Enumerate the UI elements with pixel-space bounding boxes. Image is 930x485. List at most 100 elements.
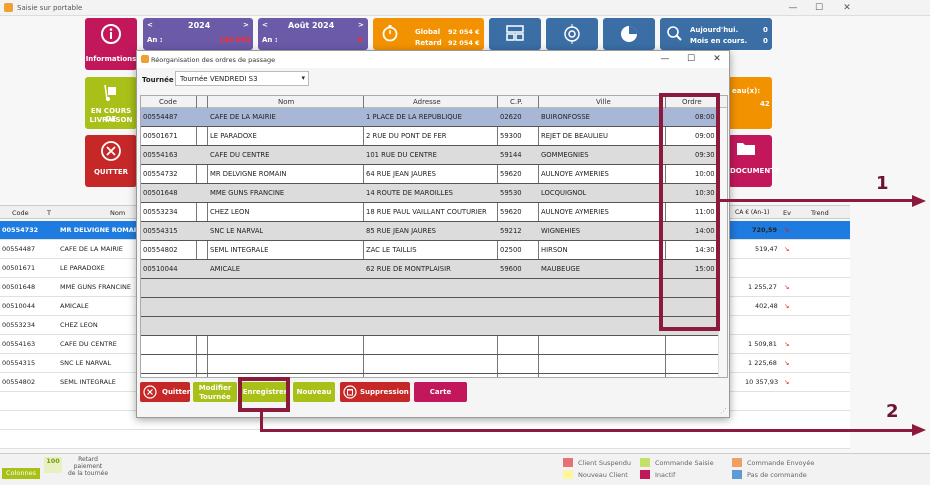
windows-icon xyxy=(506,25,524,41)
grid-row-empty xyxy=(141,336,719,355)
nouveau-button[interactable]: Nouveau xyxy=(293,382,335,402)
trash-icon xyxy=(343,385,357,399)
grid-header: Code Nom Adresse C.P. Ville Ordre xyxy=(141,96,727,108)
right-orange-value: 42 xyxy=(760,100,770,108)
informations-tile[interactable]: Informations xyxy=(85,18,137,70)
retard-value: 92 054 € xyxy=(448,39,480,47)
year-tile[interactable]: < 2024 > An : 146 092 xyxy=(143,18,253,50)
right-orange-tile[interactable]: eau(x): 42 xyxy=(728,77,772,129)
legend-saisie: Commande Saisie xyxy=(655,459,714,467)
nouveau-label: Nouveau xyxy=(296,388,332,396)
quitter-label: QUITTER xyxy=(93,168,129,176)
legend-inactif: Inactif xyxy=(655,471,676,479)
colonnes-button[interactable]: Colonnes xyxy=(2,468,40,479)
month-prev[interactable]: < xyxy=(262,21,268,29)
piechart-tile[interactable] xyxy=(603,18,655,50)
header-code[interactable]: Code xyxy=(159,98,177,106)
grid-row[interactable]: 00553234 CHEZ LEON 18 RUE PAUL VAILLANT CO… xyxy=(141,203,719,222)
enregistrer-button[interactable]: Enregistrer xyxy=(241,382,289,402)
trend-down-icon: ↘ xyxy=(784,245,790,253)
grid-row[interactable]: 00510044 AMICALE 62 RUE DE MONTPLAISIR 5960… xyxy=(141,260,719,279)
trend-down-icon: ↘ xyxy=(784,378,790,386)
global-tile[interactable]: Global 92 054 € Retard 92 054 € xyxy=(373,18,484,50)
global-label: Global xyxy=(415,28,441,36)
callout-line-2-vertical xyxy=(260,412,263,431)
retard-paiement-label[interactable]: Retard paiement de la tournée xyxy=(67,456,109,477)
trend-down-icon: ↘ xyxy=(784,340,790,348)
kpi-line1-value: 0 xyxy=(763,26,768,34)
year-next[interactable]: > xyxy=(243,21,249,29)
modifier-label-1: Modifier xyxy=(198,384,232,392)
legend-pas-commande: Pas de commande xyxy=(747,471,807,479)
header-cp[interactable]: C.P. xyxy=(510,98,523,106)
legend-color-pas-commande xyxy=(732,470,742,479)
legend-color-saisie xyxy=(640,458,650,467)
kpi-tile[interactable]: Aujourd'hui. 0 Mois en cours. 0 xyxy=(660,18,772,50)
maximize-button[interactable]: ☐ xyxy=(814,3,824,13)
quitter-tile[interactable]: QUITTER xyxy=(85,135,137,187)
close-button[interactable]: ✕ xyxy=(843,3,851,13)
documents-tile[interactable]: DOCUMENTS xyxy=(728,135,780,187)
suppression-button[interactable]: Suppression xyxy=(340,382,410,402)
grid-row[interactable]: 00501671 LE PARADOXE 2 RUE DU PONT DE FER 5… xyxy=(141,127,719,146)
grid-row-empty xyxy=(141,279,719,298)
ordre-column-highlight xyxy=(659,93,720,331)
legend-nouveau: Nouveau Client xyxy=(578,471,628,479)
folder-icon xyxy=(737,143,755,155)
resize-grip-icon[interactable]: ⋰ xyxy=(720,407,727,415)
header-adresse[interactable]: Adresse xyxy=(413,98,441,106)
grid-row[interactable]: 00554315 SNC LE NARVAL 85 RUE JEAN JAURES 5… xyxy=(141,222,719,241)
tournee-select[interactable]: Tournée VENDREDI S3 ▾ xyxy=(175,71,309,86)
tournee-value: Tournée VENDREDI S3 xyxy=(180,75,258,83)
carte-button[interactable]: Carte xyxy=(414,382,467,402)
grid-row[interactable]: 00554732 MR DELVIGNE ROMAIN 64 RUE JEAN JA… xyxy=(141,165,719,184)
month-an-label: An : xyxy=(262,36,278,44)
kpi-line2-label: Mois en cours. xyxy=(690,37,748,45)
grid-row[interactable]: 00554487 CAFE DE LA MAIRIE 1 PLACE DE LA R… xyxy=(141,108,719,127)
carte-label: Carte xyxy=(429,388,452,396)
dialog-app-icon xyxy=(141,55,149,63)
grid-row-empty xyxy=(141,317,719,336)
month-next[interactable]: > xyxy=(358,21,364,29)
header-nom[interactable]: Nom xyxy=(278,98,295,106)
bg-header-ev[interactable]: Ev xyxy=(783,209,791,217)
enregistrer-label: Enregistrer xyxy=(242,388,288,396)
bg-header-ca[interactable]: CA € (An-1) xyxy=(735,209,770,216)
dialog-close-button[interactable]: ✕ xyxy=(713,54,721,64)
grid-row[interactable]: 00554163 CAFE DU CENTRE 101 RUE DU CENTRE 5… xyxy=(141,146,719,165)
modifier-tournee-button[interactable]: Modifier Tournée xyxy=(193,382,237,402)
legend-suspendu: Client Suspendu xyxy=(578,459,632,467)
dialog-quitter-button[interactable]: Quitter xyxy=(140,382,190,402)
grid-row[interactable]: 00554802 SEML INTEGRALE ZAC LE TAILLIS 0250… xyxy=(141,241,719,260)
dialog-title: Réorganisation des ordres de passage xyxy=(151,56,276,64)
year-an-label: An : xyxy=(147,36,163,44)
year-prev[interactable]: < xyxy=(147,21,153,29)
target-tile[interactable] xyxy=(546,18,598,50)
right-orange-label: eau(x): xyxy=(732,87,761,95)
close-circle-icon xyxy=(143,385,157,399)
tournee-label: Tournée xyxy=(142,76,174,84)
pie-chart-icon xyxy=(621,26,637,42)
layout-tile[interactable] xyxy=(489,18,541,50)
legend-color-envoyee xyxy=(732,458,742,467)
legend-color-nouveau xyxy=(563,470,573,479)
stopwatch-icon xyxy=(382,25,398,42)
app-icon xyxy=(4,3,13,12)
grid-row[interactable]: 00501648 MME GUNS FRANCINE 14 ROUTE DE MAR… xyxy=(141,184,719,203)
minimize-button[interactable]: — xyxy=(788,3,798,13)
livraison-tile[interactable]: EN COURS DE LIVRAISON xyxy=(85,77,137,129)
callout-arrow-2-icon xyxy=(912,424,926,436)
bg-header-code[interactable]: Code xyxy=(12,209,29,217)
dialog-minimize-button[interactable]: — xyxy=(660,54,670,64)
kpi-line1-label: Aujourd'hui. xyxy=(690,26,739,34)
bg-header-t[interactable]: T xyxy=(47,209,51,217)
header-ville[interactable]: Ville xyxy=(596,98,611,106)
month-tile[interactable]: < Août 2024 > An : 0 xyxy=(258,18,368,50)
ordres-grid: Code Nom Adresse C.P. Ville Ordre 005544… xyxy=(140,95,728,378)
dialog-maximize-button[interactable]: ☐ xyxy=(686,54,696,64)
trend-down-icon: ↘ xyxy=(784,302,790,310)
header-ordre[interactable]: Ordre xyxy=(682,98,702,106)
enregistrer-highlight xyxy=(238,377,290,412)
bg-header-trend[interactable]: Trend xyxy=(811,209,829,217)
bg-header-nom[interactable]: Nom xyxy=(110,209,126,217)
